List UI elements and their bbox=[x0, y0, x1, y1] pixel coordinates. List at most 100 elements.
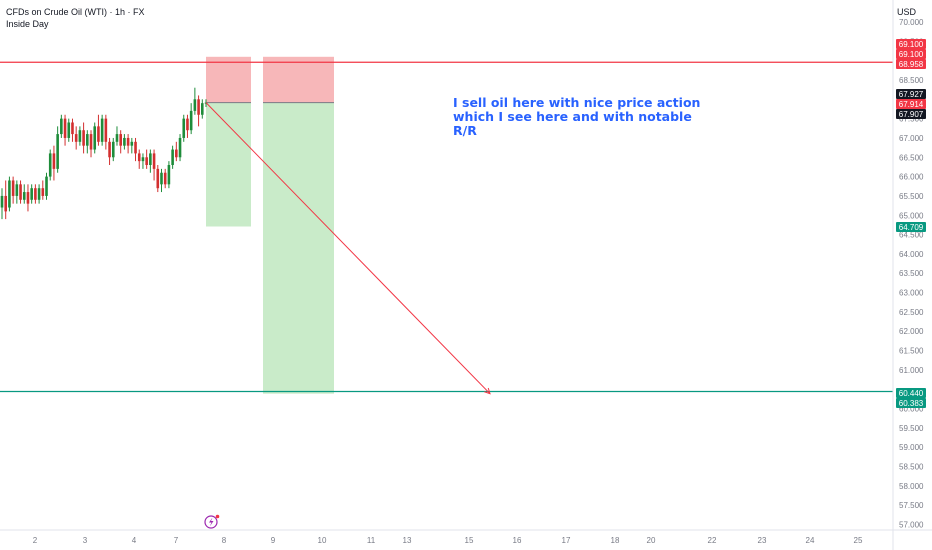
candle-down bbox=[186, 118, 189, 131]
candle-up bbox=[193, 99, 197, 111]
price-tick-label: 59.000 bbox=[899, 443, 924, 452]
candle-up bbox=[100, 118, 104, 142]
price-badge bbox=[896, 398, 926, 408]
short-position-1-target-zone bbox=[206, 102, 251, 227]
candle-up bbox=[130, 141, 134, 146]
time-tick-label: 8 bbox=[222, 536, 227, 545]
candle-up bbox=[167, 165, 171, 185]
price-tick-label: 65.000 bbox=[899, 211, 924, 220]
indicator-label[interactable]: Inside Day bbox=[6, 19, 49, 29]
short-position-2-stop-zone bbox=[263, 56, 334, 103]
time-tick-label: 7 bbox=[174, 536, 179, 545]
price-tick-label: 68.500 bbox=[899, 76, 924, 85]
price-badge-label: 69.100 bbox=[899, 50, 924, 59]
candle-up bbox=[60, 118, 63, 135]
candles bbox=[0, 87, 208, 220]
candle-up bbox=[93, 126, 97, 150]
price-tick-label: 63.500 bbox=[899, 269, 924, 278]
time-tick-label: 22 bbox=[708, 536, 717, 545]
time-tick-label: 25 bbox=[854, 536, 863, 545]
horizontal-lines bbox=[0, 61, 893, 393]
candle-down bbox=[41, 188, 45, 196]
price-axis[interactable]: 70.00069.50068.50068.00067.50067.00066.5… bbox=[892, 0, 924, 550]
candle-down bbox=[152, 153, 156, 169]
symbol-title[interactable]: CFDs on Crude Oil (WTI) · 1h · FX bbox=[6, 7, 145, 17]
candle-up bbox=[45, 176, 48, 196]
candle-down bbox=[134, 141, 137, 154]
candle-down bbox=[34, 188, 37, 200]
price-badge-label: 60.440 bbox=[899, 389, 924, 398]
candle-up bbox=[0, 195, 4, 208]
price-tick-label: 62.000 bbox=[899, 327, 924, 336]
time-axis[interactable]: 2 3 4 7 8 9 10 11 13 15 16 17 18 20 22 23 24 25 bbox=[0, 529, 932, 545]
price-tick-label: 64.000 bbox=[899, 250, 924, 259]
candle-up bbox=[182, 118, 186, 138]
price-badge-label: 67.907 bbox=[899, 110, 924, 119]
price-tick-label: 62.500 bbox=[899, 308, 924, 317]
candle-down bbox=[82, 130, 85, 146]
flash-event-icon[interactable] bbox=[204, 514, 220, 529]
candle-up bbox=[86, 134, 89, 146]
candle-down bbox=[4, 195, 8, 212]
candle-up bbox=[178, 137, 182, 158]
price-badge-label: 60.383 bbox=[899, 399, 924, 408]
candle-down bbox=[97, 126, 100, 142]
price-badge-label: 64.709 bbox=[899, 223, 924, 232]
chart-legend: CFDs on Crude Oil (WTI) · 1h · FX Inside… bbox=[6, 6, 145, 30]
time-tick-label: 23 bbox=[758, 536, 767, 545]
price-tick-label: 64.500 bbox=[899, 231, 924, 240]
candle-up bbox=[149, 153, 152, 166]
candle-down bbox=[19, 184, 22, 200]
price-tick-label: 66.500 bbox=[899, 153, 924, 162]
candle-down bbox=[26, 192, 30, 204]
price-badge-label: 67.927 bbox=[899, 90, 924, 99]
projection-arrow bbox=[205, 102, 491, 395]
candle-up bbox=[22, 192, 26, 200]
candle-down bbox=[175, 149, 178, 158]
candle-down bbox=[137, 153, 141, 162]
time-tick-label: 4 bbox=[132, 536, 137, 545]
price-tick-label: 70.000 bbox=[899, 18, 924, 27]
candle-up bbox=[189, 110, 193, 131]
price-badge bbox=[896, 99, 926, 109]
price-tick-label: 60.000 bbox=[899, 405, 924, 414]
candle-up bbox=[115, 134, 119, 142]
candle-down bbox=[145, 157, 148, 166]
candle-down bbox=[108, 141, 111, 158]
annotation-text[interactable]: I sell oil here with nice price action w… bbox=[453, 95, 701, 138]
candle-down bbox=[126, 137, 130, 146]
short-position-1-stop-zone bbox=[206, 56, 251, 103]
candle-up bbox=[141, 157, 145, 162]
candle-down bbox=[156, 168, 160, 189]
price-tick-label: 67.000 bbox=[899, 134, 924, 143]
time-tick-label: 13 bbox=[403, 536, 412, 545]
time-tick-label: 18 bbox=[611, 536, 620, 545]
price-badge bbox=[896, 109, 926, 119]
candle-down bbox=[74, 134, 78, 142]
price-badge-label: 67.914 bbox=[899, 100, 924, 109]
candle-up bbox=[67, 122, 71, 138]
candle-down bbox=[52, 153, 56, 169]
projection-arrowhead bbox=[484, 387, 491, 395]
candle-up bbox=[30, 188, 33, 200]
price-tick-label: 61.000 bbox=[899, 366, 924, 375]
currency-label[interactable]: USD bbox=[896, 7, 916, 17]
price-badge bbox=[896, 222, 926, 232]
time-tick-label: 11 bbox=[367, 536, 376, 545]
price-tick-label: 66.000 bbox=[899, 173, 924, 182]
price-tick-label: 59.500 bbox=[899, 424, 924, 433]
position-zones bbox=[206, 56, 334, 394]
price-badge bbox=[896, 39, 926, 49]
candle-down bbox=[119, 134, 122, 146]
time-tick-label: 15 bbox=[465, 536, 474, 545]
price-badge bbox=[896, 388, 926, 398]
candle-down bbox=[104, 118, 108, 142]
price-badge-label: 69.100 bbox=[899, 40, 924, 49]
time-tick-label: 24 bbox=[806, 536, 815, 545]
price-tick-label: 57.000 bbox=[899, 520, 924, 529]
candle-down bbox=[11, 180, 15, 196]
time-tick-label: 10 bbox=[318, 536, 327, 545]
candle-down bbox=[163, 172, 167, 185]
price-badge bbox=[896, 49, 926, 59]
